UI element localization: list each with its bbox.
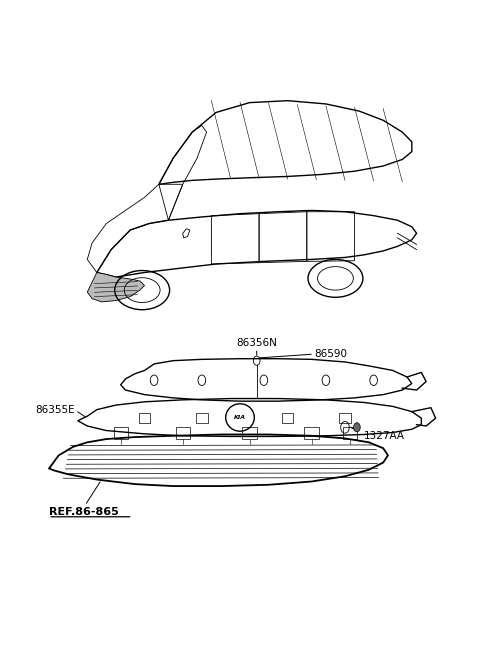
Bar [242, 427, 257, 439]
Text: KIA: KIA [234, 415, 246, 420]
Text: 86356N: 86356N [236, 338, 277, 348]
Bar [114, 427, 128, 439]
Text: REF.86-865: REF.86-865 [49, 507, 119, 517]
Text: 1327AA: 1327AA [364, 431, 405, 441]
Bar [282, 413, 293, 422]
Text: 86355E: 86355E [35, 405, 74, 415]
Bar [304, 427, 319, 439]
Text: 86590: 86590 [314, 349, 347, 359]
Bar [196, 413, 207, 422]
Circle shape [354, 422, 360, 432]
Bar [339, 413, 351, 422]
Bar [176, 427, 190, 439]
Bar [139, 413, 150, 422]
Polygon shape [87, 272, 144, 302]
Bar [343, 427, 357, 439]
